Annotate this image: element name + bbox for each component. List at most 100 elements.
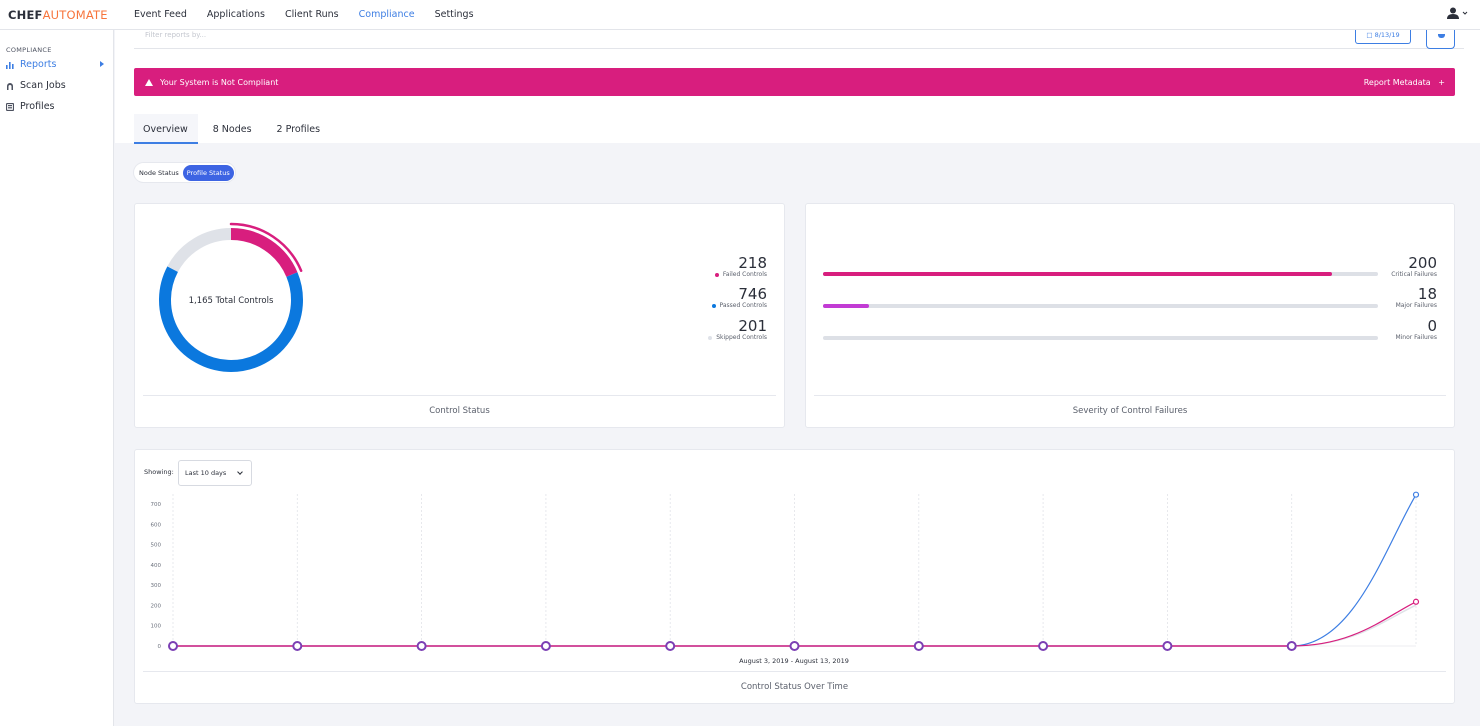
data-point[interactable] <box>789 641 800 651</box>
user-icon <box>1447 7 1459 19</box>
data-point[interactable] <box>540 641 551 651</box>
passed-controls-text: Passed Controls <box>719 302 768 309</box>
search-input[interactable]: Filter reports by... <box>145 31 207 39</box>
donut-slice-skipped-controls[interactable] <box>167 228 232 273</box>
critical-failures-label: Critical Failures <box>1391 271 1437 278</box>
logo-part-chef: CHEF <box>8 7 43 22</box>
sidebar-item-scan-jobs[interactable]: Scan Jobs <box>0 75 113 96</box>
download-button[interactable] <box>1426 30 1455 49</box>
control-status-donut: 1,165 Total Controls <box>159 222 303 372</box>
nav-event-feed[interactable]: Event Feed <box>134 9 187 20</box>
report-metadata-button[interactable]: Report Metadata + <box>1364 78 1445 87</box>
date-picker-button[interactable]: □ 8/13/19 <box>1355 30 1411 44</box>
y-tick-label: 400 <box>151 563 162 569</box>
sidebar-item-profiles[interactable]: Profiles <box>0 96 113 117</box>
nav-applications[interactable]: Applications <box>206 9 265 20</box>
sidebar-item-label: Profiles <box>20 101 55 112</box>
chevron-down-icon <box>1462 11 1468 15</box>
data-point[interactable] <box>168 641 178 651</box>
y-tick-label: 700 <box>151 502 162 508</box>
chevron-down-icon <box>237 469 243 475</box>
time-range-select[interactable]: Last 10 days <box>178 460 252 486</box>
tab-nodes[interactable]: 8 Nodes <box>212 124 252 135</box>
critical-failures-bar <box>823 272 1378 276</box>
critical-failures-fill <box>823 272 1332 276</box>
y-tick-label: 200 <box>151 603 162 609</box>
banner-message: Your System is Not Compliant <box>160 77 279 87</box>
x-axis-label: August 3, 2019 - August 13, 2019 <box>739 657 849 665</box>
card-title: Control Status <box>143 395 776 427</box>
y-tick-label: 0 <box>158 644 162 650</box>
timeline-card: Control Status Over Time <box>134 449 1455 704</box>
profile-status-toggle[interactable]: Profile Status <box>182 164 234 181</box>
passed-controls-label: Passed Controls <box>711 302 768 309</box>
data-point[interactable] <box>1038 641 1049 651</box>
passed-controls-stat: 746 Passed Controls <box>711 285 768 309</box>
bar-chart-icon <box>6 61 14 69</box>
tab-overview[interactable]: Overview <box>134 114 198 144</box>
sidebar: COMPLIANCE Reports Scan Jobs Profiles <box>0 30 114 726</box>
passed-controls-value: 746 <box>738 285 767 303</box>
total-controls-label: 1,165 Total Controls <box>189 296 274 306</box>
sidebar-item-reports[interactable]: Reports <box>0 54 113 75</box>
nav-client-runs[interactable]: Client Runs <box>284 9 339 20</box>
status-toggle: Node Status Profile Status <box>134 163 235 182</box>
data-point[interactable] <box>292 641 303 651</box>
minor-failures-value: 0 <box>1427 317 1437 335</box>
data-point[interactable] <box>665 641 676 651</box>
control-status-over-time-chart: 0 100 200 300 400 500 600 700 August 3, 2019 - … <box>151 491 1420 665</box>
data-point[interactable] <box>1412 598 1420 605</box>
nav-compliance[interactable]: Compliance <box>358 9 415 20</box>
y-tick-label: 600 <box>151 522 162 528</box>
top-nav: CHEFAUTOMATE Event Feed Applications Cli… <box>0 0 1480 30</box>
report-tabs: Overview 8 Nodes 2 Profiles <box>134 114 336 144</box>
compliance-banner: Your System is Not Compliant Report Meta… <box>134 68 1455 96</box>
failed-controls-label: Failed Controls <box>714 271 767 278</box>
minor-failures-label: Minor Failures <box>1395 334 1437 341</box>
failed-controls-text: Failed Controls <box>722 271 767 278</box>
minor-failures-bar <box>823 336 1378 340</box>
data-point[interactable] <box>1412 491 1420 498</box>
skipped-controls-label: Skipped Controls <box>708 334 767 341</box>
skipped-controls-stat: 201 Skipped Controls <box>708 318 767 341</box>
major-failures-value: 18 <box>1417 285 1437 303</box>
sidebar-item-label: Reports <box>20 59 57 70</box>
card-title: Control Status Over Time <box>143 671 1446 703</box>
download-icon <box>1438 34 1445 38</box>
data-point[interactable] <box>1286 641 1297 651</box>
warning-icon <box>145 78 153 86</box>
donut-slice-passed-controls[interactable] <box>159 266 303 372</box>
skipped-controls-value: 201 <box>738 317 767 335</box>
logo-part-automate: AUTOMATE <box>42 7 108 22</box>
donut-slice-failed-controls[interactable] <box>230 228 298 278</box>
data-point[interactable] <box>1162 641 1173 651</box>
plus-icon: + <box>1438 77 1445 87</box>
node-status-toggle[interactable]: Node Status <box>139 168 179 177</box>
nav-settings[interactable]: Settings <box>434 9 474 20</box>
major-failures-stat: 18 Major Failures <box>1396 286 1437 309</box>
time-range-value: Last 10 days <box>185 469 227 477</box>
critical-failures-value: 200 <box>1408 254 1437 272</box>
skipped-dot-icon <box>708 335 713 340</box>
data-point[interactable] <box>913 641 924 651</box>
severity-card: Severity of Control Failures <box>805 203 1455 428</box>
passed-dot-icon <box>711 303 716 308</box>
data-point[interactable] <box>416 641 427 651</box>
showing-label: Showing: <box>144 468 174 476</box>
y-tick-label: 500 <box>151 543 162 549</box>
calendar-icon: □ <box>1366 31 1373 39</box>
major-failures-bar <box>823 304 1378 308</box>
y-tick-label: 300 <box>151 583 162 589</box>
critical-failures-stat: 200 Critical Failures <box>1391 255 1437 278</box>
chef-automate-logo[interactable]: CHEFAUTOMATE <box>0 8 118 22</box>
filter-bar[interactable] <box>134 30 1464 49</box>
sidebar-section-title: COMPLIANCE <box>6 46 52 54</box>
caret-right-icon <box>100 61 104 67</box>
user-menu[interactable] <box>1447 7 1468 19</box>
book-icon <box>6 102 14 111</box>
major-failures-fill <box>823 304 870 308</box>
tab-profiles[interactable]: 2 Profiles <box>276 124 321 135</box>
major-failures-label: Major Failures <box>1395 302 1437 309</box>
failed-controls-stat: 218 Failed Controls <box>714 255 767 278</box>
report-metadata-label: Report Metadata <box>1363 77 1431 87</box>
